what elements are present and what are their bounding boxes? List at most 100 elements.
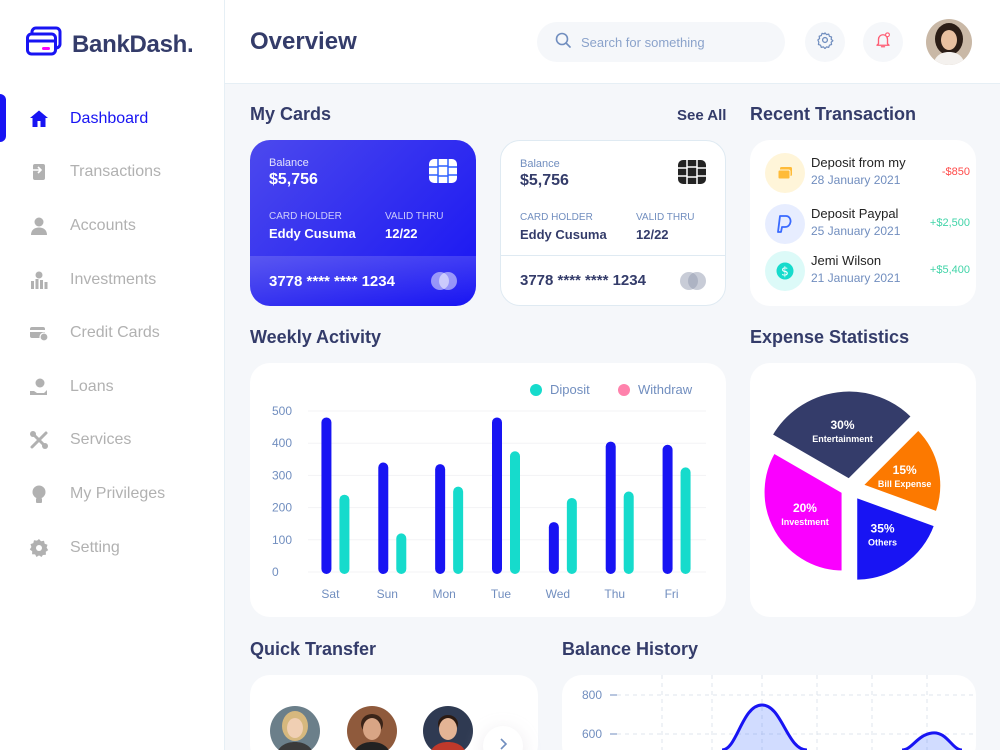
sidebar-item-my-privileges[interactable]: My Privileges [0, 467, 225, 521]
bell-icon [874, 31, 892, 54]
bar-withdraw[interactable] [378, 462, 389, 574]
mastercard-icon [430, 271, 458, 296]
bar-diposit[interactable] [510, 451, 520, 574]
sidebar-item-accounts[interactable]: Accounts [0, 199, 225, 253]
sidebar-item-dashboard[interactable]: Dashboard [0, 92, 225, 146]
transaction-date: 21 January 2021 [811, 271, 901, 285]
card-number: 3778 **** **** 1234 [269, 272, 395, 290]
loan-icon [28, 376, 50, 398]
user-avatar[interactable] [926, 19, 972, 65]
settings-button[interactable] [805, 22, 845, 62]
card-icon [765, 153, 805, 193]
notification-button[interactable] [863, 22, 903, 62]
transaction-row[interactable]: $ Jemi Wilson 21 January 2021 +$5,400 [765, 251, 970, 291]
x-tick-label: Mon [432, 587, 455, 601]
sidebar-item-credit-cards[interactable]: Credit Cards [0, 306, 225, 360]
contact-avatar[interactable] [347, 706, 397, 750]
bar-withdraw[interactable] [662, 444, 673, 574]
pie-slice-entertainment[interactable] [768, 388, 915, 482]
weekly-activity-title: Weekly Activity [250, 327, 382, 347]
bar-diposit[interactable] [396, 533, 407, 574]
dollar-icon: $ [765, 251, 805, 291]
x-tick-label: Wed [546, 587, 570, 601]
transaction-date: 25 January 2021 [811, 224, 901, 238]
next-contacts-button[interactable] [483, 726, 523, 750]
bar-withdraw[interactable] [548, 522, 559, 574]
pie-category-label: Entertainment [812, 434, 873, 444]
bar-diposit[interactable] [453, 486, 464, 574]
paypal-icon [765, 204, 805, 244]
bar-diposit[interactable] [623, 491, 634, 575]
sidebar-nav: Dashboard Transactions Accounts Investments… [0, 92, 225, 574]
credit-card-primary[interactable]: Balance $5,756 CARD HOLDER Eddy Cusuma V… [250, 140, 476, 306]
bar-withdraw[interactable] [605, 441, 616, 574]
legend-dot [530, 383, 542, 396]
bar-withdraw[interactable] [492, 417, 502, 574]
transfer-icon [28, 161, 50, 183]
transaction-text: Deposit from my 28 January 2021 [811, 155, 906, 187]
search-bar[interactable] [537, 22, 785, 62]
balance-area [722, 705, 962, 750]
card-balance: $5,756 [520, 172, 569, 189]
card-number: 3778 **** **** 1234 [520, 272, 646, 289]
card-holder-label: CARD HOLDER [269, 211, 342, 222]
card-balance-label: Balance [520, 158, 560, 170]
home-icon [28, 108, 50, 130]
sidebar-item-transactions[interactable]: Transactions [0, 146, 225, 200]
search-icon [555, 32, 571, 53]
x-tick-label: Thu [604, 587, 625, 601]
card-holder-label: CARD HOLDER [520, 212, 593, 223]
sidebar-item-label: Dashboard [70, 109, 149, 127]
credit-card-secondary[interactable]: Balance $5,756 CARD HOLDER Eddy Cusuma V… [500, 140, 726, 306]
sidebar: BankDash. Dashboard Transactions Accounts I… [0, 0, 225, 750]
balance-history-panel: 600 800 [562, 675, 976, 750]
bar-diposit[interactable] [566, 497, 577, 574]
quick-transfer-title: Quick Transfer [250, 639, 377, 659]
transaction-row[interactable]: Deposit from my 28 January 2021 -$850 [765, 153, 970, 193]
card-valid: 12/22 [385, 226, 418, 241]
see-all-link[interactable]: See All [677, 107, 727, 124]
gear-icon [28, 537, 50, 559]
header: Overview [225, 0, 1000, 84]
transaction-title: Jemi Wilson [811, 253, 882, 268]
card-valid: 12/22 [636, 227, 669, 242]
svg-text:$: $ [781, 265, 789, 279]
y-tick-label: 300 [272, 468, 292, 482]
bar-diposit[interactable] [339, 494, 350, 574]
sidebar-item-setting[interactable]: Setting [0, 521, 225, 575]
x-tick-label: Sat [321, 587, 340, 601]
sidebar-item-label: Credit Cards [70, 324, 160, 342]
balance-history-title: Balance History [562, 639, 699, 659]
contact-avatar[interactable] [423, 706, 473, 750]
transaction-row[interactable]: Deposit Paypal 25 January 2021 +$2,500 [765, 204, 970, 244]
chip-icon [428, 158, 458, 189]
sidebar-item-label: Investments [70, 270, 157, 288]
pie-percent-label: 35% [871, 521, 895, 535]
bar-withdraw[interactable] [321, 417, 332, 574]
sidebar-item-loans[interactable]: Loans [0, 360, 225, 414]
bar-diposit[interactable] [680, 467, 691, 574]
expense-pie-chart: 30% Entertainment 15% Bill Expense 35% Others… [761, 388, 944, 583]
service-icon [28, 429, 50, 451]
y-tick-label: 100 [272, 533, 292, 547]
pie-percent-label: 20% [793, 501, 817, 515]
sidebar-item-services[interactable]: Services [0, 414, 225, 468]
search-input[interactable] [581, 34, 761, 50]
transaction-amount: +$5,400 [929, 264, 970, 276]
card-footer: 3778 **** **** 1234 [501, 255, 725, 305]
legend-withdraw: Withdraw [618, 382, 692, 397]
pie-slice-others[interactable] [854, 494, 938, 583]
investment-icon [28, 269, 50, 291]
y-tick-label: 200 [272, 501, 292, 515]
app-logo[interactable]: BankDash. [26, 26, 194, 63]
bar-withdraw[interactable] [435, 464, 446, 574]
legend-dot [618, 383, 630, 396]
pie-percent-label: 15% [893, 463, 917, 477]
contact-avatar[interactable] [270, 706, 320, 750]
pie-slice-investment[interactable] [761, 449, 845, 574]
y-tick-label: 600 [582, 727, 602, 741]
pie-percent-label: 30% [830, 418, 854, 432]
card-holder: Eddy Cusuma [269, 226, 356, 241]
sidebar-item-investments[interactable]: Investments [0, 253, 225, 307]
pie-slice-bill-expense[interactable] [858, 426, 944, 515]
